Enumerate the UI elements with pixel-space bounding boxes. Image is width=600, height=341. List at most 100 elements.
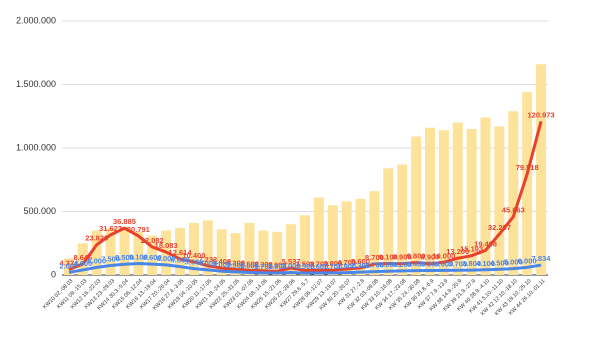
- bar: [230, 233, 241, 275]
- bar: [438, 130, 449, 275]
- data-label: 3.600: [434, 259, 453, 268]
- data-label: 18.083: [155, 241, 178, 250]
- data-label: 2.900: [268, 260, 287, 269]
- bar: [466, 128, 477, 275]
- data-label: 23.820: [85, 234, 108, 243]
- y-tick-label: 1.000.000: [16, 142, 56, 152]
- bar: [424, 127, 435, 276]
- data-label: 5.600: [351, 257, 370, 266]
- data-label: 3.700: [448, 259, 467, 268]
- data-label: 3.000: [379, 260, 398, 269]
- bar: [216, 229, 227, 275]
- bar: [536, 64, 547, 276]
- data-label: 2.000: [282, 261, 301, 270]
- data-label: 19.408: [474, 239, 497, 248]
- data-label: 5.537: [282, 257, 301, 266]
- data-label: 2.000: [240, 261, 259, 270]
- data-label: 22.082: [141, 236, 164, 245]
- bar: [494, 126, 505, 275]
- data-label: 1.700: [254, 262, 273, 271]
- data-label: 15.193: [460, 245, 483, 254]
- y-tick-label: 500.000: [23, 206, 56, 216]
- bar: [300, 215, 310, 275]
- data-label: 3.500: [296, 260, 315, 269]
- data-label: 8.500: [115, 253, 134, 262]
- data-label: 3.800: [323, 259, 342, 268]
- data-label: 9.100: [129, 252, 148, 261]
- data-label: 6.600: [171, 256, 190, 265]
- bar: [383, 168, 394, 275]
- bar: [369, 191, 380, 275]
- bar: [341, 201, 352, 275]
- data-label: 4.300: [226, 259, 245, 268]
- data-label: 1.700: [323, 262, 342, 271]
- line: [68, 261, 542, 275]
- bar: [397, 164, 408, 275]
- data-label: 5.400: [212, 257, 231, 266]
- bar: [258, 230, 269, 275]
- bar: [91, 230, 102, 275]
- data-label: 13.200: [446, 247, 469, 256]
- bar: [63, 258, 74, 275]
- data-label: 1.600: [268, 262, 287, 271]
- data-label: 3.200: [393, 260, 412, 269]
- data-label: 5.000: [504, 258, 523, 267]
- data-label: 30.791: [127, 225, 150, 234]
- data-label: 4.700: [337, 258, 356, 267]
- data-label: 3.300: [254, 260, 273, 269]
- bar: [452, 122, 463, 275]
- data-label: 120.973: [527, 110, 554, 119]
- data-label: 32.267: [488, 223, 511, 232]
- data-label: 8.600: [143, 253, 162, 262]
- data-label: 6.000: [87, 256, 106, 265]
- bar: [522, 92, 533, 276]
- data-label: 9.800: [407, 252, 426, 261]
- bar: [188, 222, 199, 275]
- data-label: 8.700: [365, 253, 384, 262]
- bar: [133, 231, 144, 275]
- data-label: 45.863: [502, 206, 525, 215]
- data-label: 1.900: [337, 262, 356, 271]
- data-label: 4.000: [198, 259, 217, 268]
- bar: [327, 205, 338, 275]
- data-label: 2.000: [60, 261, 79, 270]
- data-label: 7.834: [532, 254, 552, 263]
- bar: [105, 228, 116, 275]
- bar: [286, 224, 297, 275]
- data-label: 31.622: [99, 224, 122, 233]
- data-label: 2.500: [226, 261, 245, 270]
- data-label: 2.700: [365, 261, 384, 270]
- bar: [480, 117, 491, 276]
- data-label: 7.233: [198, 255, 217, 264]
- bar: [508, 111, 519, 275]
- bar: [147, 235, 158, 275]
- line: [68, 120, 543, 273]
- data-label: 8.000: [157, 254, 176, 263]
- data-label: 8.900: [393, 253, 412, 262]
- data-label: 3.600: [240, 259, 259, 268]
- bar: [313, 197, 324, 275]
- data-label: 4.000: [73, 259, 92, 268]
- data-label: 3.400: [407, 260, 426, 269]
- data-label: 7.500: [101, 254, 120, 263]
- data-label: 1.600: [309, 262, 328, 271]
- bar: [202, 220, 213, 275]
- data-label: 1.500: [296, 262, 315, 271]
- y-tick-label: 0: [51, 269, 56, 279]
- bar: [355, 198, 366, 275]
- data-label: 4.100: [476, 259, 495, 268]
- bar: [411, 136, 422, 275]
- data-label: 3.500: [421, 260, 440, 269]
- bar: [119, 226, 130, 275]
- data-label: 2.300: [351, 261, 370, 270]
- data-label: 6.000: [518, 256, 537, 265]
- data-label: 12.614: [169, 248, 193, 257]
- data-label: 10.000: [432, 251, 455, 260]
- bar: [244, 222, 255, 275]
- y-tick-label: 2.000.000: [16, 15, 56, 25]
- bar: [175, 228, 186, 275]
- data-label: 8.646: [73, 253, 92, 262]
- y-tick-label: 1.500.000: [16, 79, 56, 89]
- data-label: 3.700: [309, 259, 328, 268]
